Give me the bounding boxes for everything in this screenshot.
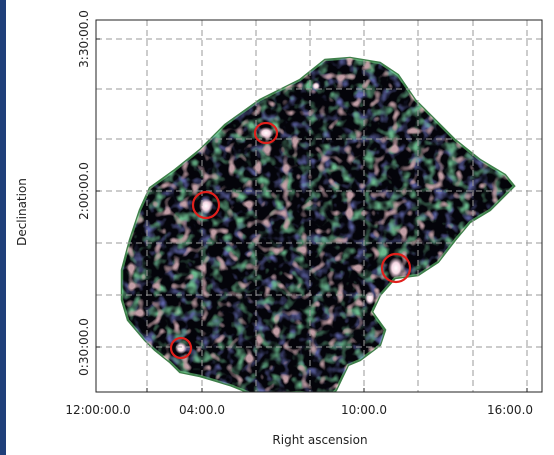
- page-edge-stripe: [0, 0, 6, 455]
- bright-sources: [175, 82, 415, 354]
- source-circle: [380, 252, 412, 284]
- tick-marks: [96, 38, 528, 392]
- source-circle: [169, 336, 193, 360]
- source-circle: [191, 190, 221, 220]
- y-axis-label: Declination: [15, 178, 29, 246]
- x-axis-label: Right ascension: [272, 433, 367, 447]
- coordinate-grid: [96, 20, 542, 392]
- plot-frame: [95, 19, 543, 393]
- bright-source: [365, 291, 375, 305]
- bright-source: [175, 342, 187, 354]
- x-tick-label: 12:00:00.0: [65, 403, 130, 417]
- source-circle: [253, 121, 279, 145]
- bright-source: [312, 82, 320, 90]
- y-tick-label: 2:00:00.0: [77, 162, 91, 220]
- source-markers: [169, 121, 412, 360]
- bright-source: [258, 127, 274, 139]
- bright-source: [199, 198, 213, 214]
- x-tick-label: 10:00.0: [341, 403, 387, 417]
- x-tick-label: 16:00.0: [487, 403, 533, 417]
- x-tick-label: 04:00.0: [179, 403, 225, 417]
- y-tick-label: 0:30:00.0: [77, 318, 91, 376]
- y-tick-label: 3:30:00.0: [77, 10, 91, 68]
- bright-source: [388, 257, 404, 279]
